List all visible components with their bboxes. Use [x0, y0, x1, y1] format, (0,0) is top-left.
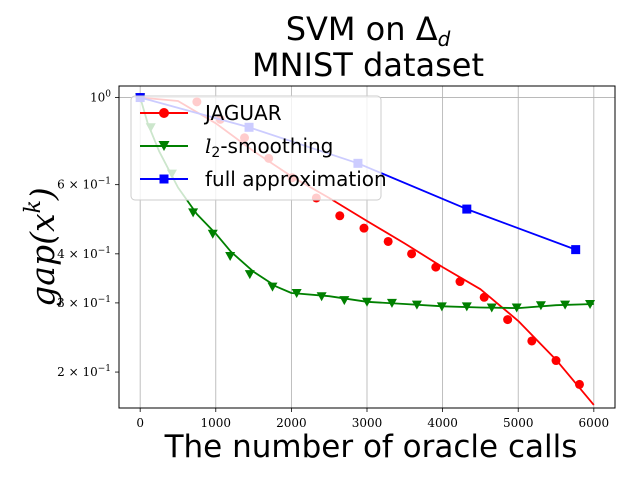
- x-tick-label: 4000: [427, 416, 458, 430]
- data-point-l2-smoothing: [436, 302, 447, 312]
- y-tick-label: 3 × 10−1: [57, 295, 111, 310]
- data-point-jaguar: [359, 223, 369, 233]
- legend-label-l2-smoothing: l2-smoothing: [205, 134, 333, 161]
- x-tick-label: 2000: [276, 416, 307, 430]
- data-point-jaguar: [503, 315, 513, 325]
- legend-label-jaguar: JAGUAR: [203, 101, 282, 125]
- x-axis-label: The number of oracle calls: [164, 429, 578, 465]
- legend-frame: [130, 95, 382, 201]
- x-axis-ticks: 0 1000 2000 3000 4000 5000 6000: [136, 408, 609, 430]
- legend-marker-jaguar: [159, 108, 169, 118]
- x-tick-label: 1000: [201, 416, 232, 430]
- legend-marker-l2-smoothing: [158, 141, 170, 151]
- x-tick-label: 3000: [352, 416, 383, 430]
- y-axis-label-superscript: k: [21, 200, 46, 213]
- y-tick-label: 4 × 10−1: [57, 246, 111, 261]
- data-point-l2-smoothing: [244, 270, 255, 280]
- data-point-l2-smoothing: [267, 282, 278, 292]
- data-point-jaguar: [455, 277, 465, 287]
- data-point-l2-smoothing: [362, 297, 372, 307]
- y-axis-label: gap(xk): [21, 187, 62, 307]
- data-point-l2-smoothing: [585, 300, 596, 310]
- data-point-l2-smoothing: [188, 208, 199, 218]
- legend: JAGUAR l2-smoothing full approximation: [130, 95, 387, 201]
- data-point-jaguar: [574, 379, 584, 389]
- data-point-full-approximation: [462, 204, 472, 214]
- data-point-l2-smoothing: [207, 229, 218, 239]
- chart-title-line2: MNIST dataset: [252, 46, 484, 84]
- data-point-jaguar: [551, 356, 561, 366]
- data-point-jaguar: [335, 211, 345, 221]
- y-tick-label: 6 × 10−1: [57, 177, 111, 192]
- data-point-l2-smoothing: [386, 298, 397, 308]
- legend-item-full-approximation: full approximation: [140, 167, 387, 191]
- data-point-l2-smoothing: [535, 301, 546, 311]
- data-point-l2-smoothing: [339, 296, 350, 306]
- chart-title-subscript: d: [438, 27, 451, 51]
- legend-item-jaguar: JAGUAR: [140, 101, 282, 125]
- legend-item-l2-smoothing: l2-smoothing: [140, 134, 333, 161]
- data-point-jaguar: [407, 249, 417, 259]
- chart-title-line1: SVM on Δd: [286, 10, 451, 51]
- y-tick-label: 2 × 10−1: [57, 364, 111, 379]
- x-tick-label: 0: [136, 416, 144, 430]
- data-point-l2-smoothing: [486, 303, 497, 313]
- x-tick-label: 6000: [579, 416, 610, 430]
- x-tick-label: 5000: [503, 416, 534, 430]
- legend-marker-full-approximation: [159, 174, 169, 184]
- data-point-l2-smoothing: [411, 300, 422, 310]
- data-point-l2-smoothing: [560, 300, 571, 310]
- data-point-jaguar: [479, 292, 489, 302]
- data-point-jaguar: [527, 336, 537, 346]
- data-point-l2-smoothing: [291, 288, 302, 298]
- data-point-l2-smoothing: [511, 303, 522, 313]
- data-point-jaguar: [431, 262, 441, 272]
- y-tick-label: 100: [90, 90, 111, 105]
- y-axis-ticks: 100 6 × 10−1 4 × 10−1 3 × 10−1 2 × 10−1: [57, 90, 119, 379]
- data-point-l2-smoothing: [316, 292, 327, 302]
- legend-label-full-approximation: full approximation: [205, 167, 387, 191]
- data-point-l2-smoothing: [461, 302, 472, 312]
- data-point-l2-smoothing: [225, 251, 236, 261]
- data-point-full-approximation: [571, 245, 581, 255]
- data-point-jaguar: [383, 236, 393, 246]
